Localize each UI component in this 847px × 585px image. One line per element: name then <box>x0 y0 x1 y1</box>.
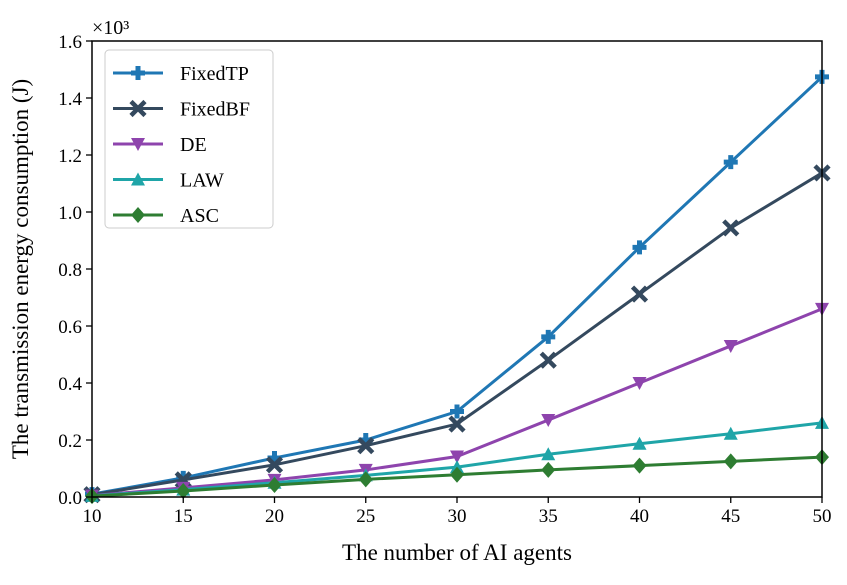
data-point <box>541 461 556 478</box>
data-point <box>539 351 557 369</box>
y-axis-label: The transmission energy consumption (J) <box>8 79 33 459</box>
x-tick-label: 50 <box>813 506 832 527</box>
legend-marker <box>131 207 145 223</box>
legend-label: DE <box>180 134 207 156</box>
y-tick-label: 0.0 <box>58 488 82 509</box>
data-point <box>632 240 647 255</box>
legend-item: LAW <box>113 170 224 192</box>
data-point <box>722 219 740 237</box>
x-tick-label: 40 <box>630 506 649 527</box>
legend: FixedTP FixedBF DE LAW ASC <box>104 49 274 229</box>
legend-marker <box>131 138 145 151</box>
legend-item: ASC <box>113 205 219 227</box>
legend-marker <box>131 172 145 186</box>
data-point <box>632 436 647 450</box>
y-tick-label: 0.4 <box>58 374 82 395</box>
legend-label: FixedTP <box>180 63 249 85</box>
x-tick-label: 25 <box>356 506 375 527</box>
data-point <box>176 483 191 500</box>
data-point <box>450 460 464 474</box>
data-point <box>450 450 464 464</box>
y-tick-label: 0.8 <box>58 260 82 281</box>
data-point <box>632 377 647 390</box>
y-tick-label: 1.2 <box>58 146 82 167</box>
legend-marker <box>129 99 147 118</box>
x-tick-label: 30 <box>448 506 467 527</box>
data-point <box>265 456 284 474</box>
data-point <box>723 426 738 440</box>
x-tick-label: 20 <box>265 506 284 527</box>
data-point <box>723 155 738 170</box>
legend-marker <box>131 66 145 80</box>
x-tick-label: 15 <box>174 506 193 527</box>
y-multiplier: ×10³ <box>92 17 129 39</box>
y-tick-label: 1.0 <box>58 203 82 224</box>
data-point <box>723 339 738 353</box>
data-point <box>630 285 649 303</box>
y-tick-label: 0.2 <box>58 431 82 452</box>
x-tick-label: 10 <box>83 506 102 527</box>
legend-item: FixedBF <box>113 99 250 121</box>
y-tick-label: 0.6 <box>58 317 82 338</box>
data-point <box>450 466 464 483</box>
series-asc <box>85 449 829 505</box>
legend-label: FixedBF <box>180 99 250 121</box>
x-tick-label: 35 <box>539 506 558 527</box>
data-point <box>267 477 282 494</box>
legend-label: ASC <box>180 205 219 227</box>
y-tick-label: 1.6 <box>58 32 82 53</box>
data-point <box>448 415 466 433</box>
data-point <box>450 404 464 419</box>
legend-label: LAW <box>180 170 224 192</box>
data-point <box>267 450 282 465</box>
data-point <box>632 457 647 474</box>
x-axis-label: The number of AI agents <box>342 540 572 565</box>
data-point <box>723 453 738 470</box>
legend-item: FixedTP <box>113 63 249 85</box>
data-point <box>357 437 375 455</box>
data-point <box>358 471 373 488</box>
data-point <box>358 433 373 447</box>
data-point <box>541 447 556 461</box>
data-point <box>541 414 556 428</box>
data-point <box>541 329 556 344</box>
legend-item: DE <box>113 134 207 156</box>
y-tick-label: 1.4 <box>58 89 82 110</box>
x-tick-label: 45 <box>721 506 740 527</box>
